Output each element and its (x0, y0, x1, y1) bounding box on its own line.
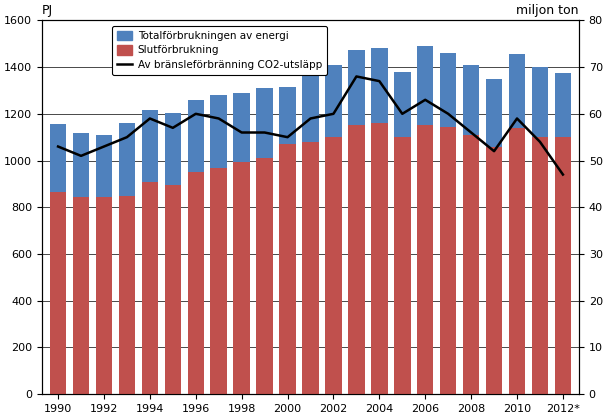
Bar (96, 135, 112, 394)
Bar (509, 128, 525, 394)
Bar (164, 112, 181, 394)
Bar (325, 137, 342, 394)
Bar (555, 137, 571, 394)
Bar (394, 72, 410, 394)
Bar (302, 142, 319, 394)
Bar (486, 147, 503, 394)
Bar (50, 124, 66, 394)
Bar (440, 53, 456, 394)
Text: miljon ton: miljon ton (517, 4, 579, 17)
Bar (234, 162, 250, 394)
Bar (463, 65, 480, 394)
Bar (118, 123, 135, 394)
Bar (141, 181, 158, 394)
Bar (279, 87, 296, 394)
Bar (532, 137, 548, 394)
Bar (211, 168, 227, 394)
Legend: Totalförbrukningen av energi, Slutförbrukning, Av bränsleförbränning CO2-utsläpp: Totalförbrukningen av energi, Slutförbru… (112, 25, 327, 75)
Bar (188, 172, 204, 394)
Bar (50, 192, 66, 394)
Bar (463, 135, 480, 394)
Bar (348, 125, 365, 394)
Bar (509, 54, 525, 394)
Bar (371, 48, 388, 394)
Bar (141, 110, 158, 394)
Bar (164, 185, 181, 394)
Bar (73, 197, 89, 394)
Bar (532, 67, 548, 394)
Text: PJ: PJ (42, 4, 53, 17)
Bar (486, 79, 503, 394)
Bar (417, 46, 433, 394)
Bar (371, 123, 388, 394)
Bar (96, 197, 112, 394)
Bar (118, 196, 135, 394)
Bar (555, 73, 571, 394)
Bar (440, 127, 456, 394)
Bar (256, 158, 273, 394)
Bar (256, 88, 273, 394)
Bar (325, 65, 342, 394)
Bar (73, 133, 89, 394)
Bar (279, 144, 296, 394)
Bar (348, 50, 365, 394)
Bar (188, 100, 204, 394)
Bar (417, 125, 433, 394)
Bar (211, 95, 227, 394)
Bar (394, 137, 410, 394)
Bar (302, 72, 319, 394)
Bar (234, 93, 250, 394)
